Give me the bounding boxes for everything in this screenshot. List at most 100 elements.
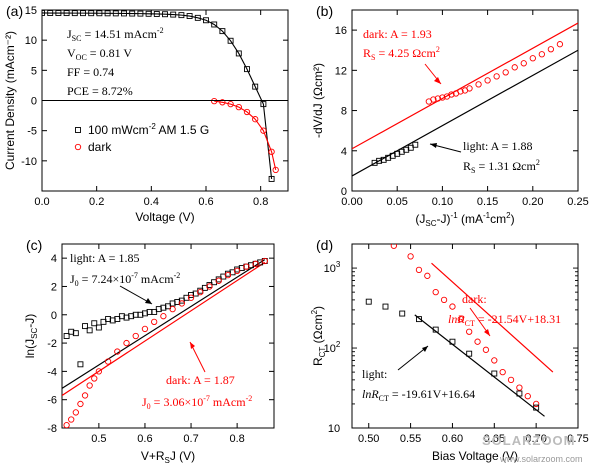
x-axis-label-part: ): [511, 212, 515, 226]
data-point: [516, 384, 523, 391]
y-tick-label: 10: [25, 35, 37, 47]
data-point: [72, 409, 79, 416]
data-point: [449, 303, 456, 310]
y-tick-label: 102: [324, 340, 341, 355]
x-axis-label-part: -1: [451, 211, 459, 220]
x-tick-label: 0.6: [198, 196, 213, 208]
data-point: [162, 11, 168, 18]
panel-a: 0.0 0.2 0.4 0.6 0.8 -10 -5 0 5 10 15(a) Current Den…: [3, 3, 289, 224]
annotation-dark-label-part: dark:: [462, 292, 487, 306]
data-point: [398, 148, 405, 155]
annotation-light-j0-part: mAcm: [138, 272, 174, 286]
y-axis-label-part: ): [311, 306, 325, 310]
data-point: [233, 267, 241, 275]
x-tick-label: 0.6: [137, 433, 152, 445]
arrow-head-dark: [190, 342, 195, 349]
data-point: [382, 303, 389, 310]
data-point: [227, 100, 234, 108]
data-point: [252, 83, 259, 90]
data-point: [491, 370, 498, 377]
annotation-dark-rs-part: 2: [436, 45, 440, 54]
x-axis-label-part: V+R: [141, 449, 165, 463]
data-point: [390, 244, 398, 249]
data-point: [178, 12, 185, 19]
annotation-dark-eq-part: = -21.54V+18.31: [475, 312, 561, 326]
data-point: [211, 21, 218, 28]
data-point: [206, 283, 213, 290]
data-point: [268, 175, 275, 182]
data-point: [457, 88, 464, 95]
legend-label-dark: dark: [88, 140, 112, 154]
y-tick-label-part: 10: [324, 343, 336, 355]
annotation-dark-rs-part: = 4.25 Ωcm: [375, 46, 436, 60]
plot-frame: [61, 243, 275, 429]
data-point: [538, 51, 545, 58]
arrow-head-dark: [484, 329, 490, 336]
x-axis-label-part: J (V): [170, 449, 195, 463]
data-point: [466, 328, 473, 335]
annotation-voc-part: OC: [76, 53, 87, 62]
data-point: [141, 325, 149, 333]
panel-label: (d): [316, 237, 333, 253]
data-point: [252, 116, 259, 123]
y-tick-label: 4: [341, 146, 347, 158]
data-point: [91, 375, 98, 382]
x-axis-label: (JSC-J)-1 (mA-1cm2): [415, 211, 514, 228]
panel-c: 0.5 0.6 0.7 0.8-8-6-4-2024(c)ln(JSC-J)V+RSJ…: [23, 237, 275, 465]
x-tick-label: 0.5: [91, 433, 106, 445]
x-tick-label: 0.8: [229, 433, 244, 445]
panel-label: (a): [6, 3, 23, 19]
data-point: [72, 330, 79, 337]
y-axis-label-part: 2: [310, 309, 319, 314]
legend-label-light-part: AM 1.5 G: [156, 123, 209, 137]
legend-label-light-part: -2: [149, 122, 157, 131]
data-point: [211, 97, 218, 105]
data-point: [399, 310, 406, 317]
data-point: [95, 324, 102, 331]
annotation-light-j0-part: J: [70, 272, 75, 286]
data-point: [197, 288, 204, 296]
data-point: [416, 316, 422, 323]
x-axis-label-part: 2: [506, 211, 511, 220]
data-point: [114, 348, 121, 355]
annotation-jsc-part: J: [67, 27, 72, 41]
plot-frame: [351, 9, 579, 192]
data-point: [244, 66, 250, 73]
data-point: [77, 400, 84, 408]
annotation-light-rs-part: S: [471, 166, 475, 175]
data-point: [547, 46, 555, 53]
data-point: [449, 338, 456, 345]
data-point: [224, 271, 232, 279]
data-point: [268, 148, 275, 155]
data-point: [121, 10, 127, 17]
data-point: [474, 338, 481, 345]
annotation-light-j0-part: -2: [174, 271, 181, 280]
data-point: [137, 10, 144, 17]
data-point: [272, 166, 279, 174]
annotation-jsc-part: = 14.51 mAcm: [81, 27, 157, 41]
data-point: [493, 73, 500, 80]
panel-b: 0.00 0.05 0.10 0.15 0.20 0.25 0 4 8 12 16(b) -dV/dJ…: [311, 3, 589, 228]
annotation-dark-j0: J0 = 3.06×10-7 mAcm-2: [142, 394, 252, 411]
annotation-ff: FF = 0.74: [67, 65, 114, 79]
data-point: [47, 10, 54, 16]
data-point: [482, 346, 490, 353]
annotation-jsc-part: SC: [72, 34, 82, 43]
x-tick-label: 0.65: [484, 433, 505, 445]
annotation-pce-part: PCE = 8.72%: [67, 84, 133, 98]
data-point: [556, 41, 564, 48]
data-point: [80, 10, 86, 17]
annotation-light-eq: lnRCT = -19.61V+16.64: [362, 387, 475, 403]
annotation-light-a-part: light: A = 1.88: [463, 139, 532, 153]
annotation-light-j0-part: -7: [131, 271, 138, 280]
arrow-light: [397, 345, 429, 371]
data-point: [82, 323, 88, 330]
data-point: [203, 17, 209, 24]
fit-line-dark: [431, 262, 554, 373]
fit-line-dark: [352, 22, 578, 150]
data-point: [484, 77, 491, 84]
arrow-head-light: [422, 346, 428, 352]
annotation-voc-part: = 0.81 V: [87, 46, 133, 60]
annotation-dark-j0-part: -2: [246, 394, 253, 403]
y-tick-label: 2: [51, 281, 57, 293]
